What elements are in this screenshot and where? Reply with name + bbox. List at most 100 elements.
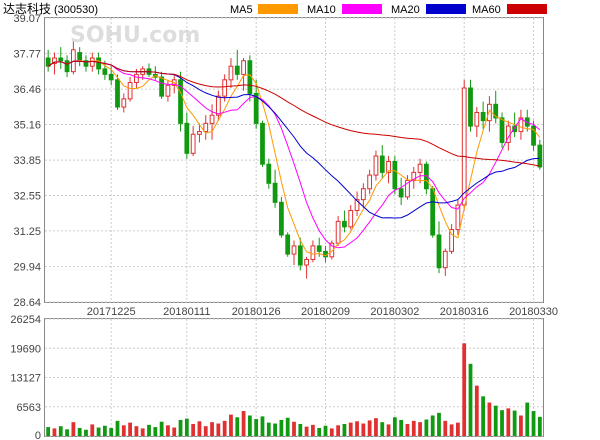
candle-body (228, 65, 234, 81)
legend-ma5-label: MA5 (230, 4, 253, 16)
volume-bar (437, 412, 441, 436)
volume-bar (115, 420, 120, 436)
volume-bar (229, 414, 233, 436)
volume-bar (77, 427, 82, 436)
candle-body (203, 122, 209, 133)
candle-body (266, 163, 272, 184)
legend-ma10-swatch (342, 4, 382, 14)
volume-bar (342, 423, 347, 436)
volume-tick-label: 0 (35, 430, 41, 440)
volume-bar (109, 427, 114, 436)
candle-body (291, 245, 297, 255)
candle-body (64, 60, 70, 73)
ma60-line (47, 60, 540, 167)
volume-bar (178, 419, 183, 436)
candle-body (310, 245, 316, 261)
volume-bar (65, 429, 69, 436)
price-tick-label: 39.07 (13, 13, 41, 25)
volume-bar (474, 385, 479, 436)
volume-bar (159, 421, 164, 436)
price-axis: 39.07 37.77 36.46 35.16 33.85 32.55 31.25 29.94… (13, 13, 41, 309)
volume-bar (506, 408, 511, 436)
candle-body (461, 87, 467, 206)
volume-bar (392, 417, 397, 436)
volume-bar (235, 417, 240, 436)
stock-code: (300530) (54, 4, 98, 16)
volume-bar (405, 423, 410, 436)
volume-grid (45, 318, 543, 437)
volume-bar (519, 415, 523, 436)
candle-body (127, 82, 133, 100)
volume-bar (147, 424, 151, 436)
candle-body (215, 95, 221, 116)
volume-tick-label: 13127 (10, 373, 41, 385)
candle-body (449, 229, 454, 252)
volume-bar (525, 402, 530, 436)
volume-bar (84, 429, 88, 436)
volume-bar (399, 419, 404, 436)
date-tick-label: 20180126 (232, 306, 281, 318)
candle-body (304, 259, 309, 266)
volume-bar (266, 422, 271, 436)
legend-ma20-label: MA20 (391, 4, 420, 16)
price-tick-label: 36.46 (13, 84, 41, 96)
volume-bar (46, 427, 51, 436)
legend-ma60-label: MA60 (472, 4, 501, 16)
price-tick-label: 37.77 (13, 48, 41, 60)
volume-bar (336, 425, 341, 436)
candle-body (272, 182, 278, 203)
candle-body (165, 84, 171, 97)
volume-bar (222, 420, 227, 436)
candle-body (134, 73, 139, 84)
volume-bar (468, 363, 473, 436)
candle-body (89, 57, 95, 67)
volume-bar (355, 421, 359, 436)
candle-body (190, 133, 196, 154)
volume-bar (443, 420, 448, 436)
candle-body (430, 188, 436, 236)
volume-tick-label: 19690 (10, 343, 41, 355)
price-tick-label: 29.94 (13, 262, 41, 274)
price-tick-label: 32.55 (13, 191, 41, 203)
legend-ma5-swatch (258, 4, 298, 14)
candle-body (455, 204, 461, 231)
volume-bar (241, 411, 246, 436)
candle-body (241, 60, 246, 75)
volume-bar (311, 424, 315, 436)
date-tick-label: 20171225 (87, 306, 136, 318)
volume-bar (260, 416, 265, 436)
candle-body (297, 245, 303, 266)
candlesticks (45, 41, 543, 279)
candle-body (512, 125, 518, 133)
date-tick-label: 20180111 (163, 306, 210, 318)
volume-bar (134, 426, 139, 436)
volume-bar (418, 422, 422, 436)
candle-body (83, 60, 89, 67)
volume-bar (348, 422, 353, 436)
volume-bar (128, 422, 132, 436)
candle-body (121, 98, 127, 108)
candle-body (115, 79, 120, 108)
volume-bar (121, 425, 126, 436)
candle-body (260, 122, 265, 165)
volume-bar (216, 423, 221, 436)
moving-averages (47, 59, 541, 257)
volume-bar (411, 420, 416, 436)
volume-bar (285, 417, 290, 436)
volume-bar (210, 422, 214, 436)
volume-bar (430, 415, 435, 436)
volume-bar (90, 424, 95, 436)
candle-body (159, 76, 165, 97)
candle-body (436, 234, 442, 269)
candle-body (209, 114, 215, 124)
candle-body (531, 125, 536, 146)
candle-body (342, 220, 347, 228)
candle-body (442, 250, 448, 269)
ma5-line (47, 59, 541, 257)
candle-body (279, 201, 284, 236)
volume-bars (46, 343, 542, 436)
volume-bar (481, 396, 486, 436)
volume-bar (329, 428, 334, 436)
volume-bar (537, 416, 542, 436)
